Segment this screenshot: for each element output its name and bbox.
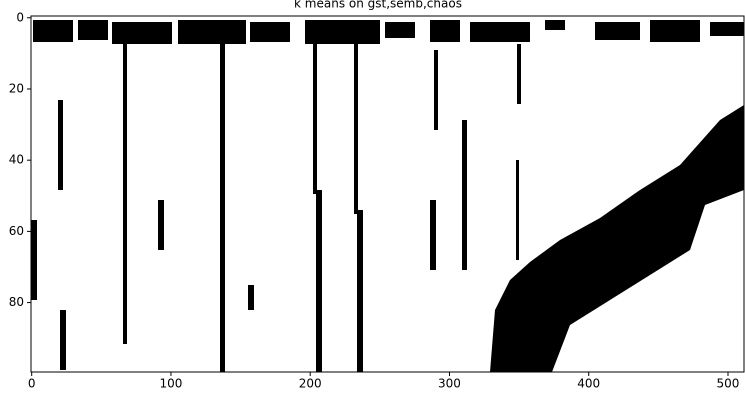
chart-title: k means on gst,semb,chaos — [294, 0, 462, 11]
x-tick-label: 500 — [717, 377, 740, 391]
x-tick-label: 400 — [577, 377, 600, 391]
x-tick-label: 300 — [438, 377, 461, 391]
y-tick-label: 20 — [9, 81, 24, 95]
x-tick-label: 200 — [299, 377, 322, 391]
y-tick-label: 80 — [9, 295, 24, 309]
x-tick-label: 100 — [160, 377, 183, 391]
plot-frame — [30, 15, 745, 373]
y-tick-label: 40 — [9, 153, 24, 167]
y-tick-label: 0 — [16, 10, 24, 24]
y-tick-label: 60 — [9, 224, 24, 238]
x-tick-label: 0 — [28, 377, 36, 391]
image — [31, 20, 744, 372]
